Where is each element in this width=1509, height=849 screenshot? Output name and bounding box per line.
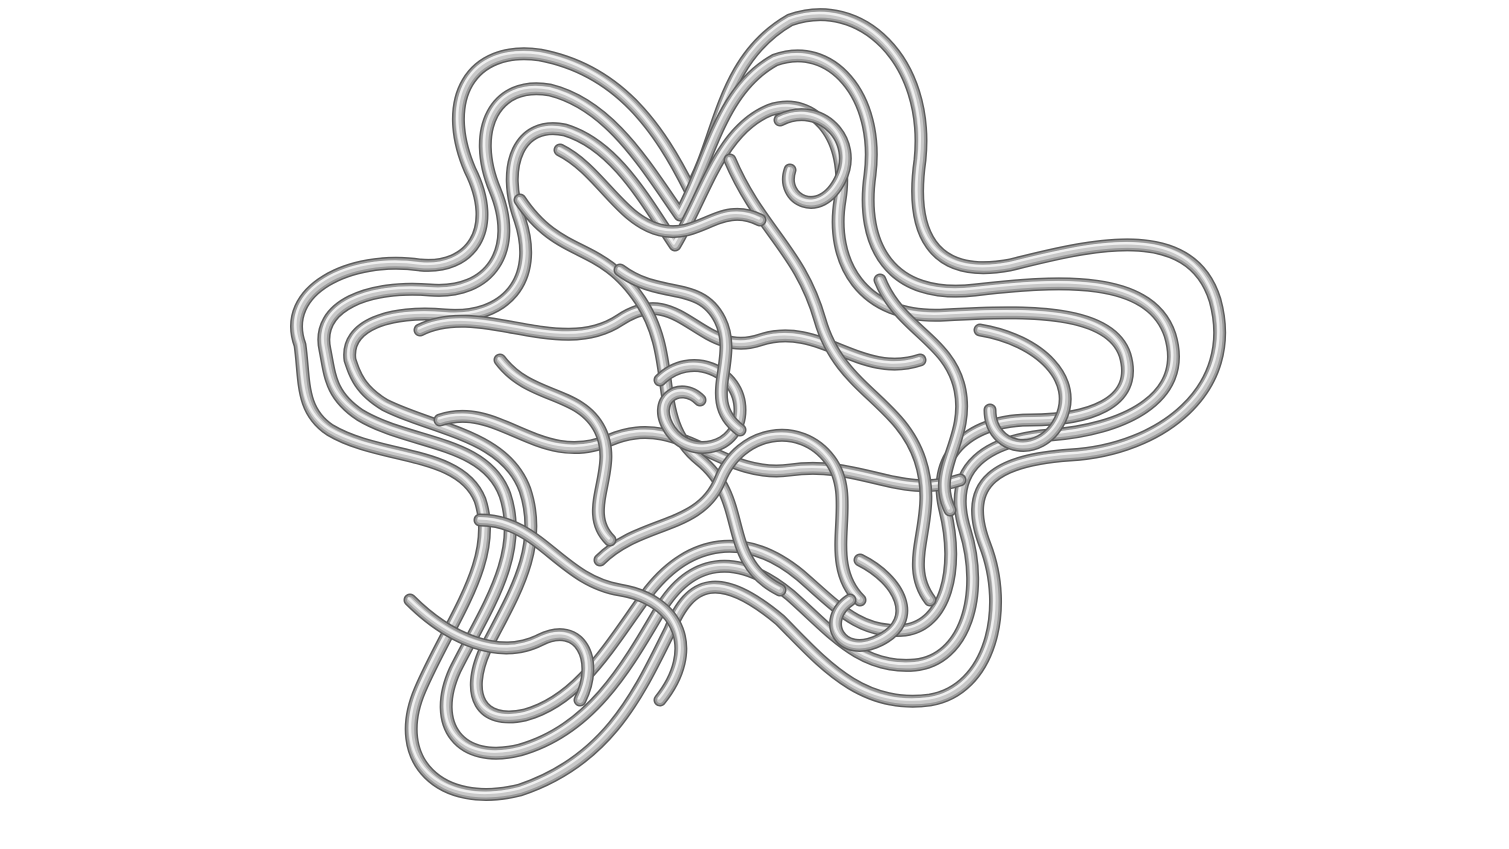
wire-strand bbox=[407, 597, 588, 700]
wire-strand bbox=[497, 357, 611, 540]
wire-strand bbox=[727, 157, 931, 600]
wire-strand bbox=[317, 49, 1180, 760]
wire-strand bbox=[294, 11, 1220, 794]
wire-strand bbox=[617, 267, 741, 430]
wire-coil bbox=[290, 8, 1227, 801]
wire-strand bbox=[320, 52, 1177, 757]
wire-strand bbox=[477, 517, 681, 700]
wire-strand bbox=[597, 432, 861, 600]
wire-strand bbox=[977, 327, 1066, 446]
wire-strand bbox=[321, 53, 1174, 753]
wire-strand bbox=[291, 9, 1225, 800]
wire-strand bbox=[415, 303, 925, 370]
wire-strand bbox=[557, 147, 761, 232]
wire-strand bbox=[833, 557, 902, 646]
wire-strand bbox=[657, 362, 741, 448]
wire-strand bbox=[293, 11, 1223, 798]
wire-strand bbox=[877, 277, 962, 510]
wire-strand bbox=[290, 8, 1227, 801]
wire-strand bbox=[318, 50, 1179, 759]
wire-strand bbox=[777, 111, 846, 203]
